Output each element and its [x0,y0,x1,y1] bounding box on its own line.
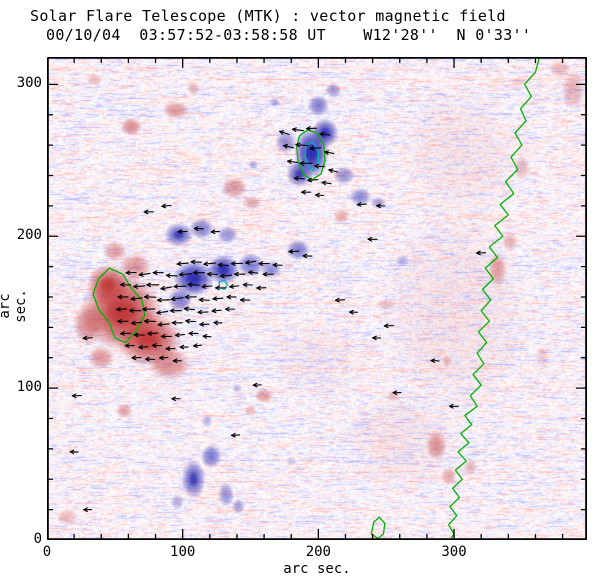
x-tick-label: 300 [441,544,467,560]
x-tick-label: 100 [170,544,196,560]
y-tick-label: 100 [16,379,42,396]
y-tick-label: 300 [16,75,42,92]
x-axis-label: arc sec. [283,561,351,577]
x-tick-label: 200 [305,544,331,560]
figure-subtitle: 00/10/04 03:57:52-03:58:58 UT W12'28'' N… [46,26,532,44]
y-tick-label: 0 [33,531,42,547]
figure-title: Solar Flare Telescope (MTK) : vector mag… [30,7,506,25]
y-axis-label: arc sec. [0,289,29,323]
magnetogram-canvas [47,57,587,540]
x-tick-label: 0 [42,544,52,560]
y-tick-label: 200 [16,227,42,244]
